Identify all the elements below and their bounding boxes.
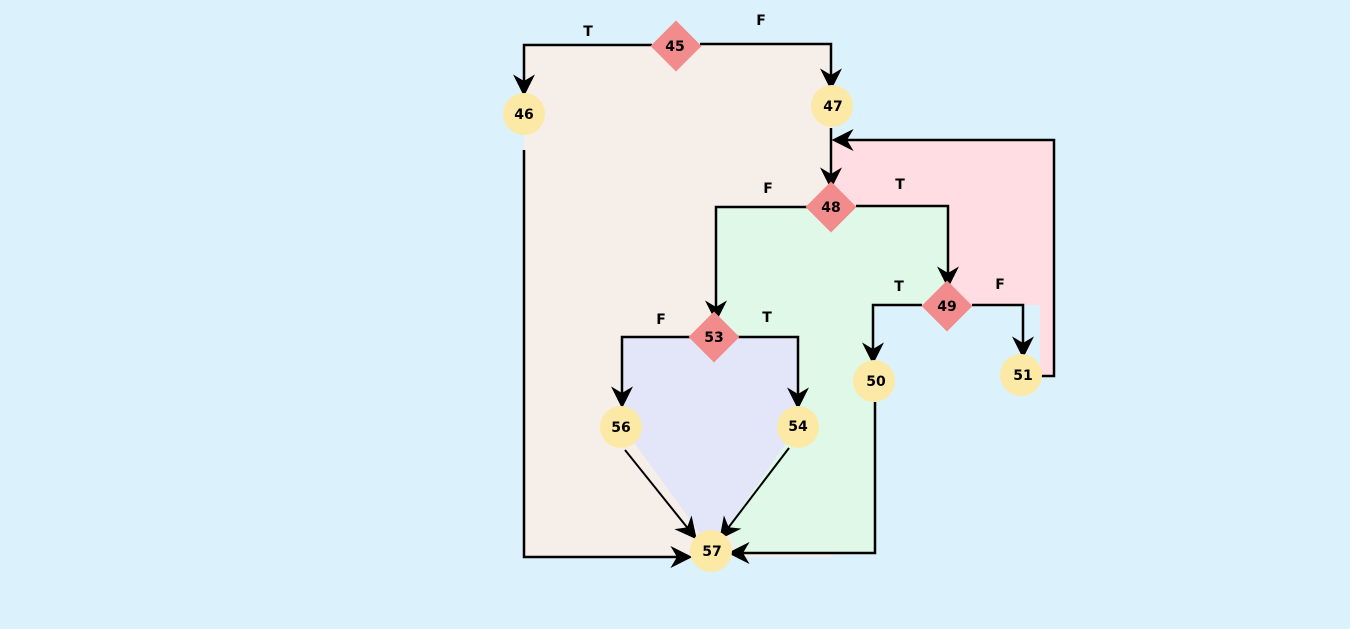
process-circle [777,406,819,448]
node-label: 46 [514,107,533,123]
edge-56-to-57 [624,449,697,540]
node-49[interactable]: 49 [921,280,973,332]
node-56[interactable]: 56 [600,406,642,448]
node-57[interactable]: 57 [690,530,732,572]
edge-49-to-51 [972,303,1034,359]
edge-label-48-true: T [895,177,905,193]
edge-51-to-47 [831,129,1056,378]
node-47[interactable]: 47 [811,85,853,127]
node-label: 47 [823,99,842,115]
edge-45-to-47 [700,42,842,91]
edge-53-to-56 [611,335,690,409]
node-45[interactable]: 45 [650,20,702,72]
node-label: 56 [611,420,630,436]
process-circle [811,85,853,127]
edge-label-49-true: T [894,279,904,295]
node-label: 54 [788,419,808,435]
edge-48-to-53 [705,205,808,323]
node-53[interactable]: 53 [688,311,740,363]
edge-label-48-false: F [763,181,773,197]
edge-46-to-57 [522,150,693,568]
node-label: 53 [704,330,723,346]
edge-53-to-54 [738,335,809,410]
process-circle [853,360,895,402]
process-circle [1000,354,1042,396]
edge-50-to-57 [727,402,877,564]
node-51[interactable]: 51 [1000,354,1042,396]
process-circle [600,406,642,448]
decision-diamond [921,280,973,332]
node-label: 45 [665,39,684,55]
edge-49-to-50 [862,303,922,365]
edges [513,42,1056,568]
edge-label-49-false: F [995,277,1005,293]
edge-label-45-false: F [756,13,766,29]
node-label: 50 [866,374,886,390]
edge-label-45-true: T [583,24,593,40]
process-circle [503,93,545,135]
edge-label-53-true: T [762,310,772,326]
process-circle [690,530,732,572]
region-loop [833,140,1054,376]
edge-48-to-49 [856,204,959,289]
node-label: 48 [821,200,840,216]
node-54[interactable]: 54 [777,406,819,448]
edge-45-to-46 [513,43,652,97]
decision-diamond [688,311,740,363]
node-label: 57 [702,544,721,560]
node-label: 51 [1013,368,1032,384]
edge-label-53-false: F [656,312,666,328]
region-inner [715,207,948,553]
node-label: 49 [937,299,956,315]
decision-diamond [805,181,857,233]
decision-diamond [650,20,702,72]
node-50[interactable]: 50 [853,360,895,402]
node-48[interactable]: 48 [805,181,857,233]
region-branch [622,337,798,550]
edge-54-to-57 [719,447,790,540]
node-46[interactable]: 46 [503,93,545,135]
edge-labels: T F F T T F F T [583,13,1005,328]
